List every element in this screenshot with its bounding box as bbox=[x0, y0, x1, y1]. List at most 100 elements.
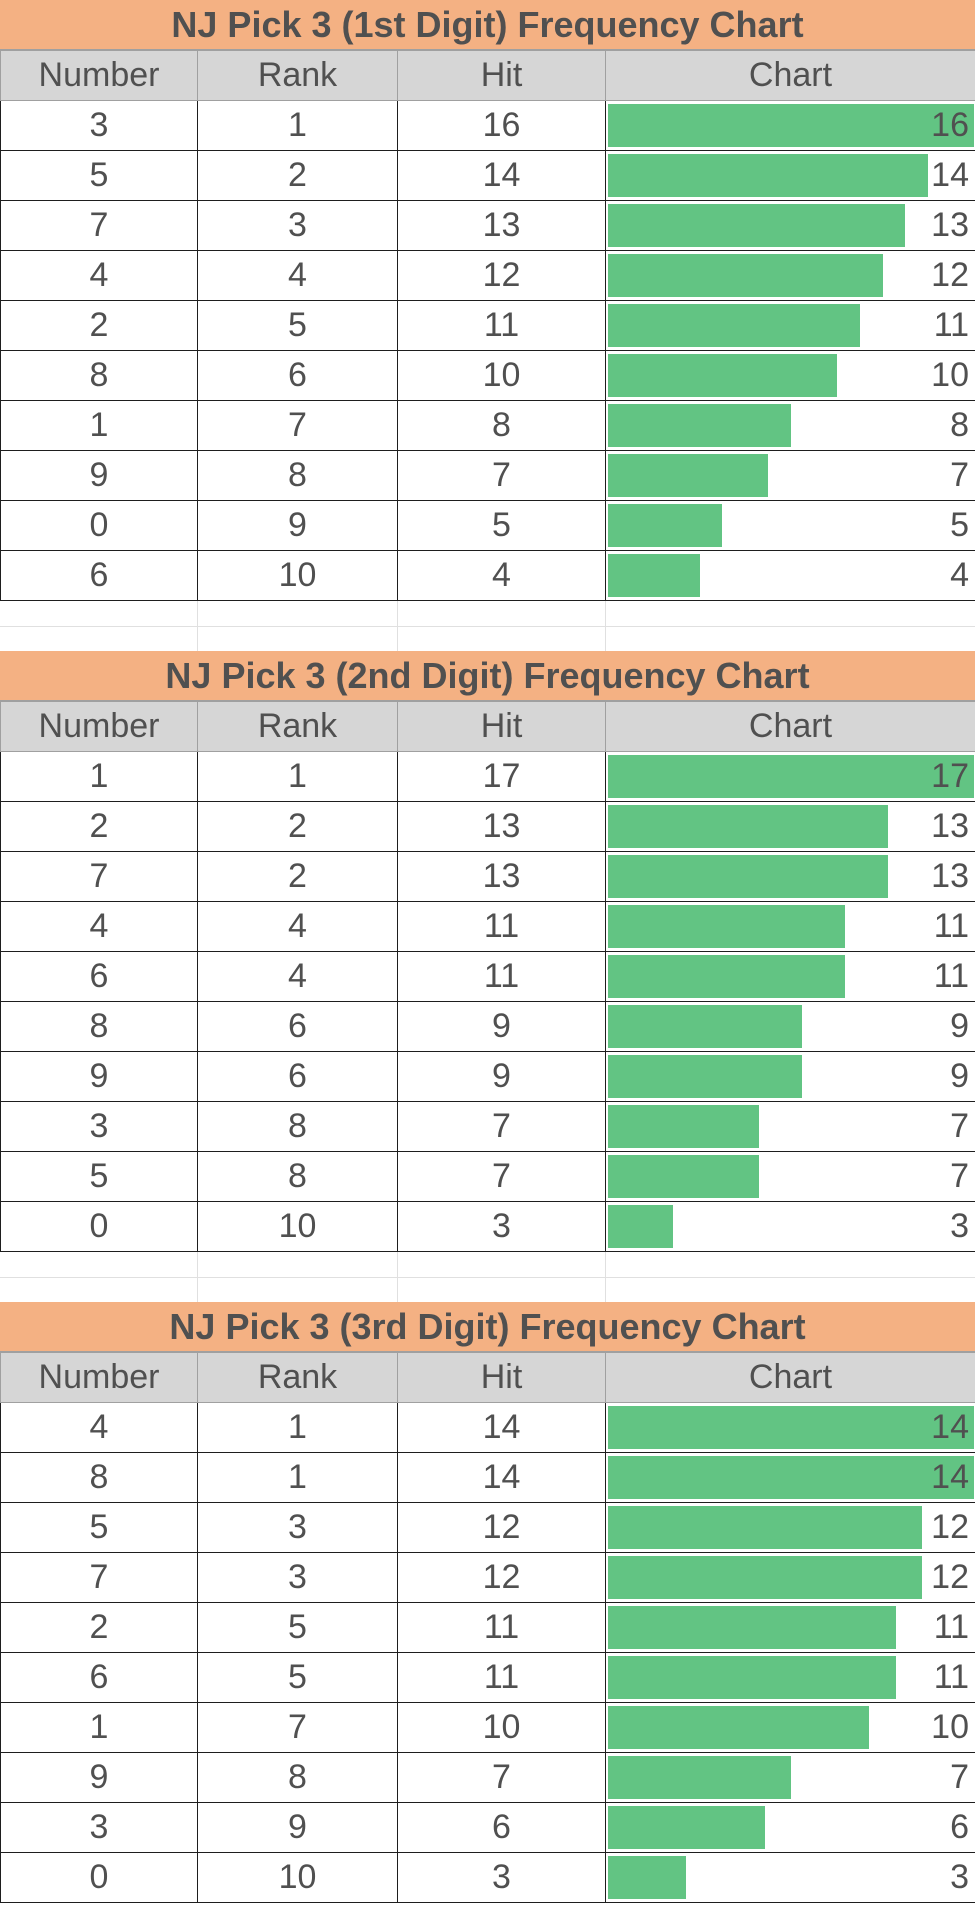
cell-chart: 12 bbox=[605, 250, 975, 301]
cell-chart: 4 bbox=[605, 550, 975, 601]
table-row: 7 3 13 13 bbox=[0, 200, 975, 251]
cell-number: 2 bbox=[0, 801, 198, 852]
cell-hit: 11 bbox=[397, 951, 606, 1002]
table-row: 4 4 12 12 bbox=[0, 250, 975, 301]
cell-hit: 12 bbox=[397, 1502, 606, 1553]
cell-number: 9 bbox=[0, 1051, 198, 1102]
cell-chart: 11 bbox=[605, 1602, 975, 1653]
cell-rank: 8 bbox=[197, 1752, 398, 1803]
cell-rank: 2 bbox=[197, 801, 398, 852]
table-row: 2 2 13 13 bbox=[0, 801, 975, 852]
cell-hit: 14 bbox=[397, 150, 606, 201]
hit-bar bbox=[608, 554, 700, 597]
hit-bar bbox=[608, 104, 974, 147]
cell-number: 6 bbox=[0, 1652, 198, 1703]
cell-number: 6 bbox=[0, 550, 198, 601]
cell-chart: 10 bbox=[605, 1702, 975, 1753]
table-row: 8 6 10 10 bbox=[0, 350, 975, 401]
cell-hit: 16 bbox=[397, 100, 606, 151]
cell-hit: 11 bbox=[397, 1652, 606, 1703]
cell-rank: 5 bbox=[197, 300, 398, 351]
bar-value-label: 14 bbox=[931, 1458, 969, 1496]
bar-value-label: 11 bbox=[933, 957, 969, 995]
cell-chart: 7 bbox=[605, 1752, 975, 1803]
hit-bar bbox=[608, 1756, 791, 1799]
blank-rows bbox=[0, 601, 975, 651]
cell-hit: 11 bbox=[397, 901, 606, 952]
bar-value-label: 3 bbox=[950, 1858, 969, 1896]
table-row: 0 10 3 3 bbox=[0, 1852, 975, 1903]
cell-rank: 6 bbox=[197, 350, 398, 401]
cell-rank: 2 bbox=[197, 150, 398, 201]
header-hit: Hit bbox=[397, 701, 606, 752]
cell-chart: 13 bbox=[605, 200, 975, 251]
cell-chart: 11 bbox=[605, 1652, 975, 1703]
cell-hit: 10 bbox=[397, 1702, 606, 1753]
cell-chart: 14 bbox=[605, 150, 975, 201]
table-row: 5 3 12 12 bbox=[0, 1502, 975, 1553]
bar-value-label: 10 bbox=[931, 356, 969, 394]
cell-hit: 17 bbox=[397, 751, 606, 802]
frequency-chart-section: NJ Pick 3 (2nd Digit) Frequency Chart Num… bbox=[0, 651, 975, 1252]
bar-value-label: 14 bbox=[931, 156, 969, 194]
bar-value-label: 4 bbox=[950, 556, 969, 594]
header-number: Number bbox=[0, 50, 198, 101]
bar-value-label: 3 bbox=[950, 1207, 969, 1245]
bar-value-label: 7 bbox=[950, 1107, 969, 1145]
cell-number: 9 bbox=[0, 1752, 198, 1803]
cell-chart: 7 bbox=[605, 450, 975, 501]
cell-number: 6 bbox=[0, 951, 198, 1002]
cell-hit: 8 bbox=[397, 400, 606, 451]
bar-value-label: 12 bbox=[931, 1508, 969, 1546]
hit-bar bbox=[608, 504, 722, 547]
cell-number: 0 bbox=[0, 500, 198, 551]
header-hit: Hit bbox=[397, 50, 606, 101]
bar-value-label: 11 bbox=[933, 1658, 969, 1696]
frequency-chart-section: NJ Pick 3 (1st Digit) Frequency Chart Num… bbox=[0, 0, 975, 601]
cell-chart: 17 bbox=[605, 751, 975, 802]
table-row: 6 5 11 11 bbox=[0, 1652, 975, 1703]
blank-rows bbox=[0, 1252, 975, 1302]
hit-bar bbox=[608, 1856, 686, 1899]
table-row: 3 1 16 16 bbox=[0, 100, 975, 151]
bar-value-label: 9 bbox=[950, 1007, 969, 1045]
cell-rank: 7 bbox=[197, 400, 398, 451]
table-row: 2 5 11 11 bbox=[0, 1602, 975, 1653]
cell-hit: 9 bbox=[397, 1001, 606, 1052]
table-row: 4 1 14 14 bbox=[0, 1402, 975, 1453]
header-rank: Rank bbox=[197, 50, 398, 101]
table-row: 6 4 11 11 bbox=[0, 951, 975, 1002]
table-row: 5 2 14 14 bbox=[0, 150, 975, 201]
cell-number: 8 bbox=[0, 350, 198, 401]
cell-chart: 3 bbox=[605, 1201, 975, 1252]
cell-rank: 4 bbox=[197, 901, 398, 952]
cell-chart: 11 bbox=[605, 901, 975, 952]
bar-value-label: 10 bbox=[931, 1708, 969, 1746]
cell-hit: 11 bbox=[397, 300, 606, 351]
hit-bar bbox=[608, 855, 888, 898]
cell-chart: 7 bbox=[605, 1101, 975, 1152]
chart-title: NJ Pick 3 (3rd Digit) Frequency Chart bbox=[0, 1302, 975, 1352]
cell-number: 5 bbox=[0, 1151, 198, 1202]
cell-hit: 12 bbox=[397, 250, 606, 301]
bar-value-label: 6 bbox=[950, 1808, 969, 1846]
cell-number: 0 bbox=[0, 1201, 198, 1252]
hit-bar bbox=[608, 755, 974, 798]
cell-hit: 14 bbox=[397, 1402, 606, 1453]
cell-number: 2 bbox=[0, 300, 198, 351]
cell-rank: 5 bbox=[197, 1602, 398, 1653]
cell-number: 4 bbox=[0, 901, 198, 952]
table-row: 1 7 10 10 bbox=[0, 1702, 975, 1753]
cell-number: 5 bbox=[0, 150, 198, 201]
cell-hit: 11 bbox=[397, 1602, 606, 1653]
bar-value-label: 13 bbox=[931, 857, 969, 895]
bar-value-label: 12 bbox=[931, 1558, 969, 1596]
cell-number: 1 bbox=[0, 400, 198, 451]
cell-rank: 10 bbox=[197, 550, 398, 601]
cell-rank: 5 bbox=[197, 1652, 398, 1703]
hit-bar bbox=[608, 1055, 802, 1098]
cell-rank: 8 bbox=[197, 1151, 398, 1202]
